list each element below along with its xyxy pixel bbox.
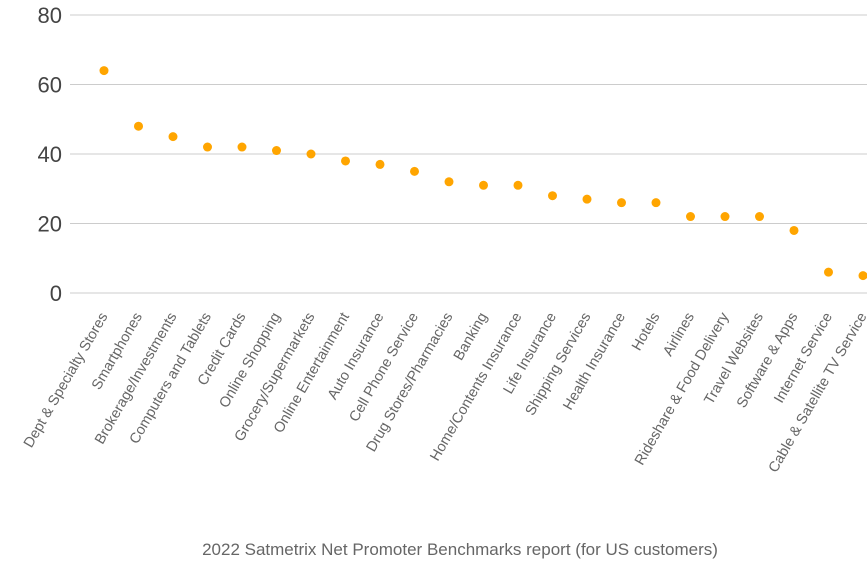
data-point <box>99 66 109 76</box>
data-point <box>479 180 488 190</box>
y-tick-label: 0 <box>50 281 62 306</box>
x-tick-label: Hotels <box>629 310 663 354</box>
data-point <box>410 166 419 176</box>
data-point <box>306 149 316 159</box>
data-point <box>858 271 867 281</box>
data-point <box>686 212 695 222</box>
data-point <box>755 212 764 222</box>
data-point <box>513 180 523 190</box>
y-tick-label: 20 <box>38 212 62 237</box>
x-tick-label: Airlines <box>660 310 698 359</box>
data-point <box>203 142 212 152</box>
data-point <box>720 212 730 222</box>
data-point <box>375 159 385 169</box>
data-point <box>272 146 281 156</box>
x-axis-label: 2022 Satmetrix Net Promoter Benchmarks r… <box>202 540 718 559</box>
y-tick-label: 40 <box>38 142 62 167</box>
data-point <box>824 267 833 277</box>
data-point <box>651 198 661 208</box>
y-tick-label: 60 <box>38 73 62 98</box>
data-point <box>617 198 626 208</box>
data-point <box>134 121 143 131</box>
data-point <box>237 142 247 152</box>
data-point <box>548 191 557 201</box>
data-point <box>582 194 592 204</box>
data-point <box>168 132 178 142</box>
data-point <box>341 156 350 166</box>
y-tick-label: 80 <box>38 3 62 28</box>
data-point <box>789 225 799 235</box>
data-point <box>444 177 454 187</box>
